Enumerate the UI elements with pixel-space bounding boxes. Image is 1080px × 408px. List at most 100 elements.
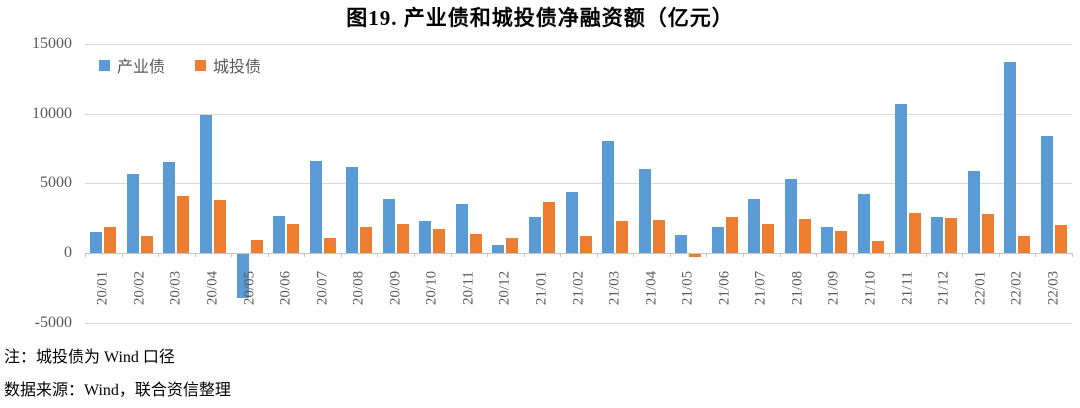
bar-城投债-20/04[interactable] — [214, 200, 226, 253]
legend-item-industrial-bond[interactable]: 产业债 — [99, 53, 165, 77]
x-axis-tick-label: 22/02 — [1008, 270, 1025, 306]
bar-产业债-21/04[interactable] — [639, 169, 651, 253]
chart-legend: 产业债 城投债 — [99, 53, 261, 77]
bar-产业债-22/03[interactable] — [1041, 136, 1053, 253]
bar-城投债-20/08[interactable] — [360, 227, 372, 253]
chart-source: 数据来源：Wind，联合资信整理 — [4, 382, 231, 399]
x-axis-tick-label: 21/12 — [935, 270, 952, 306]
bar-城投债-21/08[interactable] — [799, 219, 811, 253]
bar-城投债-20/06[interactable] — [287, 224, 299, 253]
bar-产业债-20/10[interactable] — [419, 221, 431, 253]
x-axis-tick-label: 21/04 — [643, 270, 660, 306]
x-axis-tick — [560, 253, 561, 257]
x-axis-tick-label: 21/01 — [533, 270, 550, 306]
bar-城投债-21/12[interactable] — [945, 218, 957, 253]
bar-城投债-20/03[interactable] — [177, 196, 189, 253]
gridline — [85, 183, 1072, 184]
bar-城投债-21/11[interactable] — [909, 213, 921, 253]
bar-产业债-20/01[interactable] — [90, 232, 102, 253]
bar-城投债-21/06[interactable] — [726, 217, 738, 253]
bar-城投债-21/09[interactable] — [835, 231, 847, 253]
bar-城投债-21/07[interactable] — [762, 224, 774, 253]
gridline — [85, 44, 1072, 45]
bar-产业债-20/03[interactable] — [163, 162, 175, 253]
bar-城投债-20/05[interactable] — [251, 240, 263, 253]
bar-产业债-21/09[interactable] — [821, 227, 833, 253]
bar-产业债-20/02[interactable] — [127, 174, 139, 253]
bar-产业债-21/12[interactable] — [931, 217, 943, 253]
legend-swatch-blue-icon — [99, 59, 110, 71]
bar-城投债-22/02[interactable] — [1018, 236, 1030, 253]
x-axis-tick-label: 21/08 — [789, 270, 806, 306]
bar-产业债-22/01[interactable] — [968, 171, 980, 253]
x-axis-tick — [487, 253, 488, 257]
y-axis-tick-label: 10000 — [32, 105, 72, 122]
x-axis-tick-label: 21/07 — [752, 270, 769, 306]
bar-产业债-21/07[interactable] — [748, 199, 760, 253]
bar-产业债-21/10[interactable] — [858, 194, 870, 253]
legend-item-urban-investment-bond[interactable]: 城投债 — [195, 53, 261, 77]
bar-城投债-20/11[interactable] — [470, 234, 482, 253]
bar-产业债-20/11[interactable] — [456, 204, 468, 253]
x-axis-tick-label: 21/10 — [862, 270, 879, 306]
x-axis-tick — [670, 253, 671, 257]
x-axis-tick — [524, 253, 525, 257]
bar-城投债-21/05[interactable] — [689, 254, 701, 257]
bar-产业债-20/08[interactable] — [346, 167, 358, 253]
x-axis-tick-label: 20/03 — [167, 270, 184, 306]
y-axis-tick-label: 0 — [64, 244, 72, 261]
x-axis-tick — [341, 253, 342, 257]
x-axis-tick-label: 21/11 — [899, 271, 916, 305]
x-axis-tick-label: 21/09 — [825, 270, 842, 306]
bar-城投债-20/07[interactable] — [324, 238, 336, 253]
bar-城投债-20/01[interactable] — [104, 227, 116, 253]
x-axis-tick — [231, 253, 232, 257]
x-axis-tick — [85, 253, 86, 257]
bar-城投债-21/10[interactable] — [872, 241, 884, 253]
y-axis-tick-label: 5000 — [40, 174, 72, 191]
bar-产业债-20/05[interactable] — [237, 254, 249, 298]
bar-城投债-21/03[interactable] — [616, 221, 628, 253]
bar-城投债-20/09[interactable] — [397, 224, 409, 253]
x-axis-tick — [1035, 253, 1036, 257]
x-axis-tick-label: 20/07 — [314, 270, 331, 306]
y-axis-tick-label: -5000 — [34, 314, 72, 331]
bar-城投债-21/04[interactable] — [653, 220, 665, 253]
x-axis-tick-label: 20/11 — [460, 271, 477, 305]
x-axis-tick-label: 20/06 — [277, 270, 294, 306]
bar-产业债-20/06[interactable] — [273, 216, 285, 253]
bar-产业债-21/05[interactable] — [675, 235, 687, 253]
x-axis-tick-label: 21/06 — [716, 270, 733, 306]
bar-产业债-21/01[interactable] — [529, 217, 541, 253]
bar-产业债-21/02[interactable] — [566, 192, 578, 253]
x-axis-line — [85, 253, 1072, 254]
bar-产业债-21/11[interactable] — [895, 104, 907, 253]
x-axis-tick — [780, 253, 781, 257]
bar-城投债-22/01[interactable] — [982, 214, 994, 253]
bar-产业债-21/08[interactable] — [785, 179, 797, 253]
bar-城投债-20/12[interactable] — [506, 238, 518, 253]
bar-产业债-20/12[interactable] — [492, 245, 504, 253]
bar-城投债-21/01[interactable] — [543, 202, 555, 253]
x-axis-tick — [743, 253, 744, 257]
bar-城投债-21/02[interactable] — [580, 236, 592, 253]
x-axis-tick-label: 20/08 — [350, 270, 367, 306]
bar-产业债-20/07[interactable] — [310, 161, 322, 253]
bar-城投债-22/03[interactable] — [1055, 225, 1067, 253]
bar-产业债-22/02[interactable] — [1004, 62, 1016, 253]
x-axis-tick-label: 20/01 — [94, 270, 111, 306]
bar-产业债-21/03[interactable] — [602, 141, 614, 253]
bar-城投债-20/10[interactable] — [433, 229, 445, 253]
x-axis-tick — [451, 253, 452, 257]
legend-label-urban-investment-bond: 城投债 — [213, 59, 262, 76]
bar-产业债-21/06[interactable] — [712, 227, 724, 253]
bar-产业债-20/09[interactable] — [383, 199, 395, 253]
x-axis-tick — [158, 253, 159, 257]
x-axis-tick-label: 21/02 — [570, 270, 587, 306]
y-axis-tick-label: 15000 — [32, 35, 72, 52]
bar-城投债-20/02[interactable] — [141, 236, 153, 253]
bar-产业债-20/04[interactable] — [200, 115, 212, 253]
x-axis-tick — [816, 253, 817, 257]
x-axis-tick — [962, 253, 963, 257]
